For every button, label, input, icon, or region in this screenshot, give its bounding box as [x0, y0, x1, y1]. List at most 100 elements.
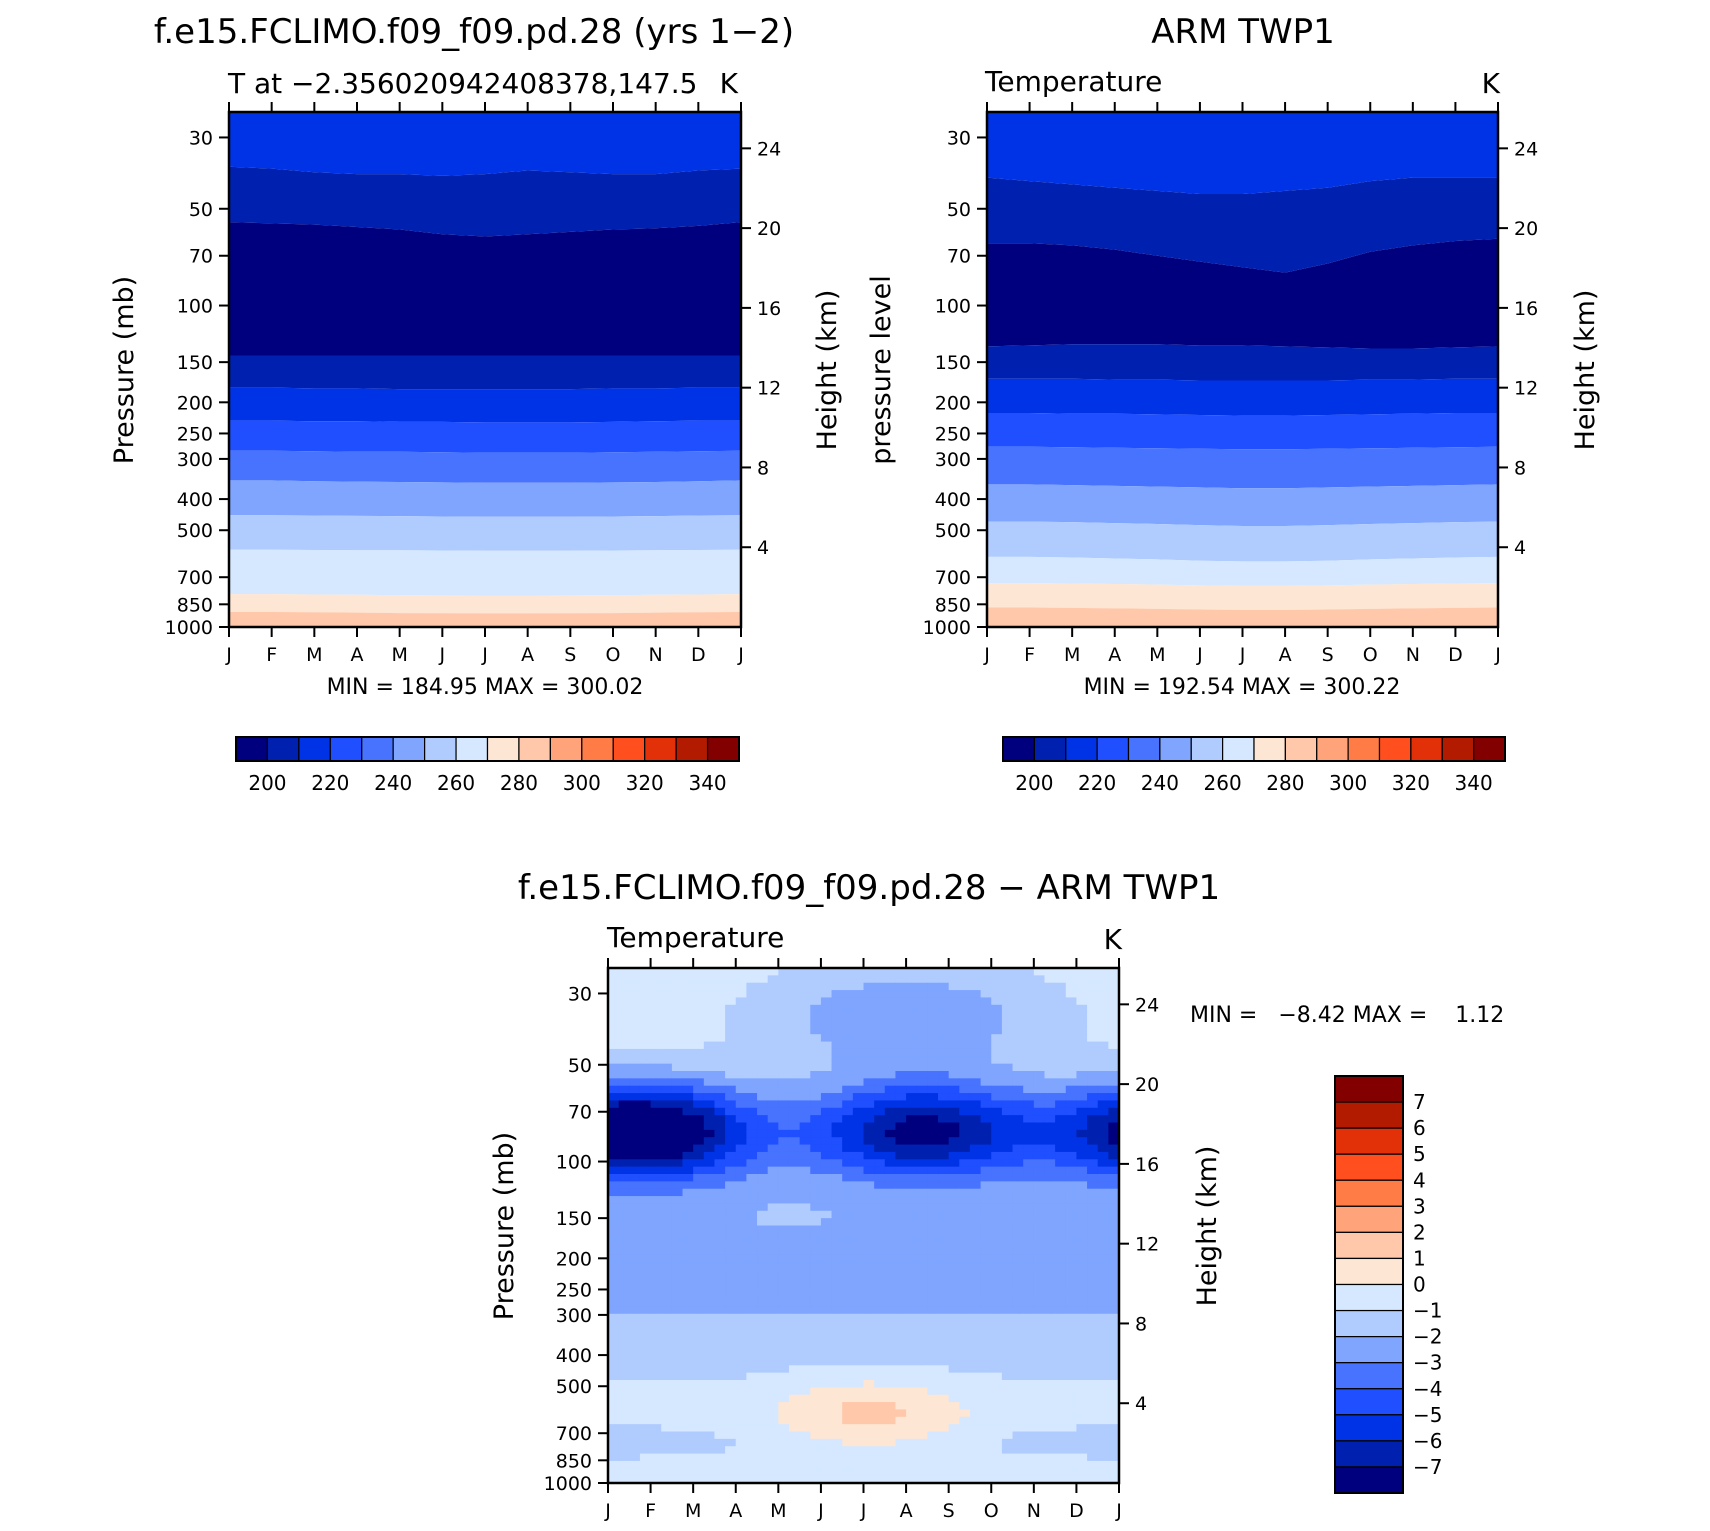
contour-cell: [863, 1394, 875, 1403]
contour-cell: [959, 1475, 971, 1484]
contour-cell: [1033, 1402, 1046, 1411]
contour-fill: [987, 112, 1498, 627]
contour-cell: [927, 1174, 939, 1182]
contour-cell: [1076, 1335, 1088, 1344]
contour-cell: [842, 1063, 854, 1072]
contour-cell: [671, 1129, 684, 1138]
contour-cell: [639, 1181, 652, 1190]
contour-cell: [895, 1181, 907, 1190]
contour-cell: [778, 1151, 790, 1160]
contour-cell: [682, 1034, 694, 1043]
contour-cell: [735, 1181, 747, 1190]
contour-cell: [788, 982, 801, 991]
contour-cell: [746, 1402, 758, 1411]
contour-cell: [1012, 1210, 1024, 1219]
contour-cell: [735, 1402, 747, 1411]
contour-cell: [959, 1034, 971, 1043]
y2-tick-label: 4: [757, 537, 769, 559]
contour-cell: [820, 1218, 833, 1227]
contour-cell: [618, 975, 630, 984]
contour-cell: [714, 1085, 726, 1094]
contour-cell: [916, 1254, 928, 1263]
contour-cell: [1001, 1122, 1014, 1131]
contour-cell: [1055, 1004, 1067, 1013]
contour-cell: [618, 997, 630, 1006]
contour-cell: [895, 982, 907, 991]
contour-cell: [618, 1232, 630, 1241]
contour-cell: [1044, 1196, 1056, 1205]
colorbar-swatch: [1033, 736, 1067, 762]
contour-cell: [884, 1372, 897, 1381]
contour-cell: [991, 1350, 1003, 1359]
contour-cell: [906, 1085, 918, 1094]
contour-cell: [948, 1071, 960, 1079]
contour-cell: [980, 1174, 992, 1182]
contour-cell: [714, 1166, 726, 1175]
contour-cell: [767, 1034, 779, 1043]
contour-cell: [629, 1453, 641, 1462]
contour-cell: [1044, 1284, 1056, 1293]
contour-cell: [608, 1071, 620, 1079]
contour-cell: [608, 1394, 620, 1403]
contour-cell: [1108, 1446, 1120, 1455]
contour-cell: [629, 1313, 641, 1322]
colorbar-swatch: [675, 736, 709, 762]
contour-cell: [1108, 1335, 1120, 1344]
contour-cell: [650, 1041, 662, 1050]
contour-cell: [969, 990, 982, 999]
contour-cell: [682, 1048, 694, 1057]
contour-cell: [948, 1166, 960, 1175]
contour-cell: [703, 1026, 716, 1035]
contour-cell: [1087, 1475, 1099, 1484]
contour-cell: [1087, 1056, 1099, 1065]
contour-cell: [948, 1277, 960, 1285]
contour-cell: [661, 1431, 673, 1440]
y2-tick-label: 20: [757, 218, 781, 240]
contour-cell: [629, 1269, 641, 1278]
contour-cell: [1087, 1225, 1099, 1234]
contour-cell: [1097, 1137, 1109, 1146]
contour-cell: [671, 1085, 684, 1094]
contour-cell: [778, 1357, 790, 1366]
contour-cell: [639, 1166, 652, 1175]
contour-cell: [1001, 1056, 1014, 1065]
contour-cell: [831, 1313, 843, 1322]
contour-cell: [725, 1460, 737, 1469]
contour-cell: [693, 1343, 705, 1352]
contour-cell: [948, 1196, 960, 1205]
contour-cell: [938, 1387, 950, 1396]
contour-cell: [778, 1306, 790, 1315]
contour-cell: [735, 1343, 747, 1352]
contour-cell: [980, 1394, 992, 1403]
contour-cell: [1055, 1122, 1067, 1131]
contour-cell: [820, 1196, 833, 1205]
contour-cell: [810, 1335, 822, 1344]
contour-cell: [906, 1151, 918, 1160]
contour-cell: [788, 1402, 801, 1411]
contour-cell: [1012, 1122, 1024, 1131]
contour-cell: [746, 1284, 758, 1293]
contour-cell: [1023, 1431, 1035, 1440]
contour-cell: [1108, 1129, 1120, 1138]
contour-cell: [1055, 1453, 1067, 1462]
contour-cell: [969, 1372, 982, 1381]
contour-cell: [693, 1144, 705, 1153]
contour-cell: [1076, 1380, 1088, 1388]
contour-cell: [693, 1424, 705, 1433]
contour-cell: [799, 1453, 811, 1462]
x-tick-label: A: [1108, 644, 1121, 666]
contour-cell: [682, 1181, 694, 1190]
contour-cell: [682, 1012, 694, 1021]
contour-cell: [1033, 1174, 1046, 1182]
contour-cell: [1087, 1291, 1099, 1300]
colorbar-swatch: [612, 736, 646, 762]
contour-cell: [693, 1225, 705, 1234]
contour-cell: [874, 1438, 886, 1447]
contour-cell: [1012, 1247, 1024, 1256]
contour-cell: [991, 1041, 1003, 1050]
contour-cell: [788, 1174, 801, 1182]
contour-cell: [757, 1247, 769, 1256]
contour-cell: [1097, 1284, 1109, 1293]
contour-cell: [714, 997, 726, 1006]
contour-cell: [746, 1416, 758, 1425]
